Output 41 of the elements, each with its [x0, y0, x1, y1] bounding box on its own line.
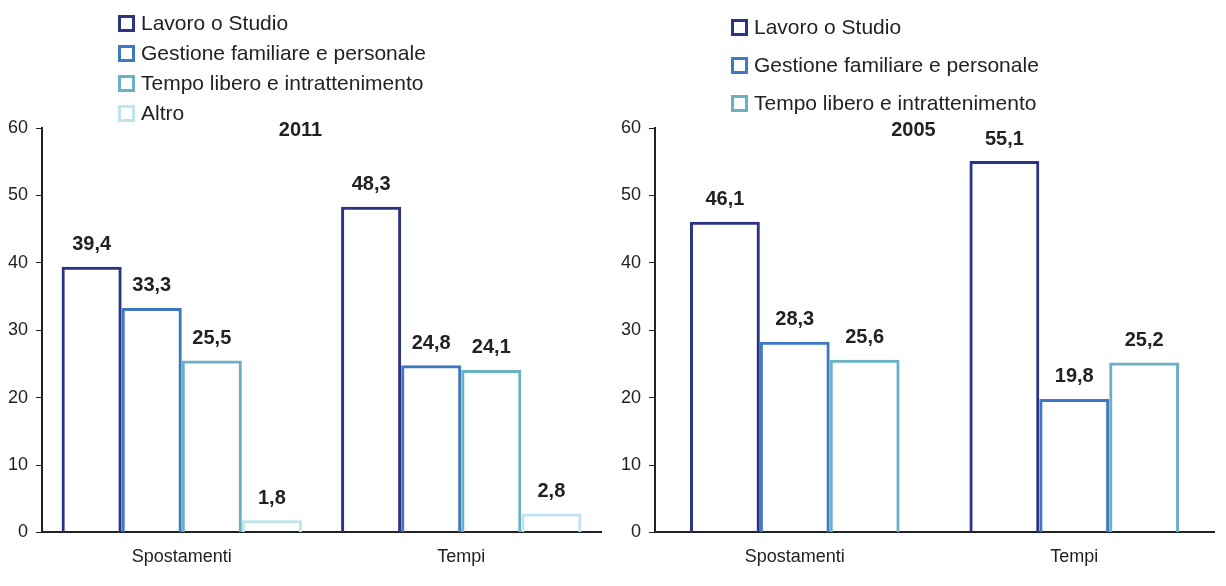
y-tick-label: 50: [620, 184, 642, 205]
legend-label: Lavoro o Studio: [754, 15, 902, 39]
y-tick-label: 40: [620, 251, 642, 272]
data-label: 39,4: [72, 232, 112, 255]
data-label: 48,3: [351, 172, 391, 195]
data-label: 24,1: [471, 335, 511, 358]
chart-title: 2011: [278, 117, 323, 140]
y-tick-label: 0: [631, 521, 642, 542]
data-label: 28,3: [775, 307, 815, 330]
y-tick-label: 60: [620, 116, 642, 137]
legend-label: Lavoro o Studio: [141, 11, 289, 35]
data-label: 25,2: [1124, 328, 1164, 351]
x-tick-label: Spostamenti: [744, 546, 845, 567]
legend-label: Tempo libero e intrattenimento: [754, 91, 1037, 115]
x-tick-label: Tempi: [1050, 546, 1099, 567]
data-label: 55,1: [984, 126, 1024, 149]
y-tick-label: 40: [7, 251, 29, 272]
y-tick-label: 0: [18, 521, 29, 542]
legend-label: Gestione familiare e personale: [141, 41, 426, 65]
data-label: 2,8: [537, 479, 566, 502]
data-label: 19,8: [1054, 364, 1094, 387]
legend-label: Altro: [141, 101, 185, 125]
data-label: 1,8: [258, 485, 286, 508]
data-label: 33,3: [132, 273, 172, 296]
y-tick-label: 30: [620, 319, 642, 340]
y-tick-label: 50: [7, 184, 29, 205]
y-tick-label: 20: [7, 386, 29, 407]
legend-label: Tempo libero e intrattenimento: [141, 71, 424, 95]
x-tick-label: Tempi: [437, 546, 486, 567]
y-tick-label: 10: [7, 453, 29, 474]
y-tick-label: 60: [7, 116, 29, 137]
data-label: 24,8: [411, 330, 451, 353]
legend-label: Gestione familiare e personale: [754, 53, 1039, 77]
y-tick-label: 30: [7, 319, 29, 340]
y-tick-label: 20: [620, 386, 642, 407]
data-label: 46,1: [705, 187, 745, 210]
chart-title: 2005: [891, 117, 936, 140]
data-label: 25,6: [845, 325, 885, 348]
x-tick-label: Spostamenti: [131, 546, 232, 567]
data-label: 25,5: [192, 326, 232, 349]
y-tick-label: 10: [620, 453, 642, 474]
